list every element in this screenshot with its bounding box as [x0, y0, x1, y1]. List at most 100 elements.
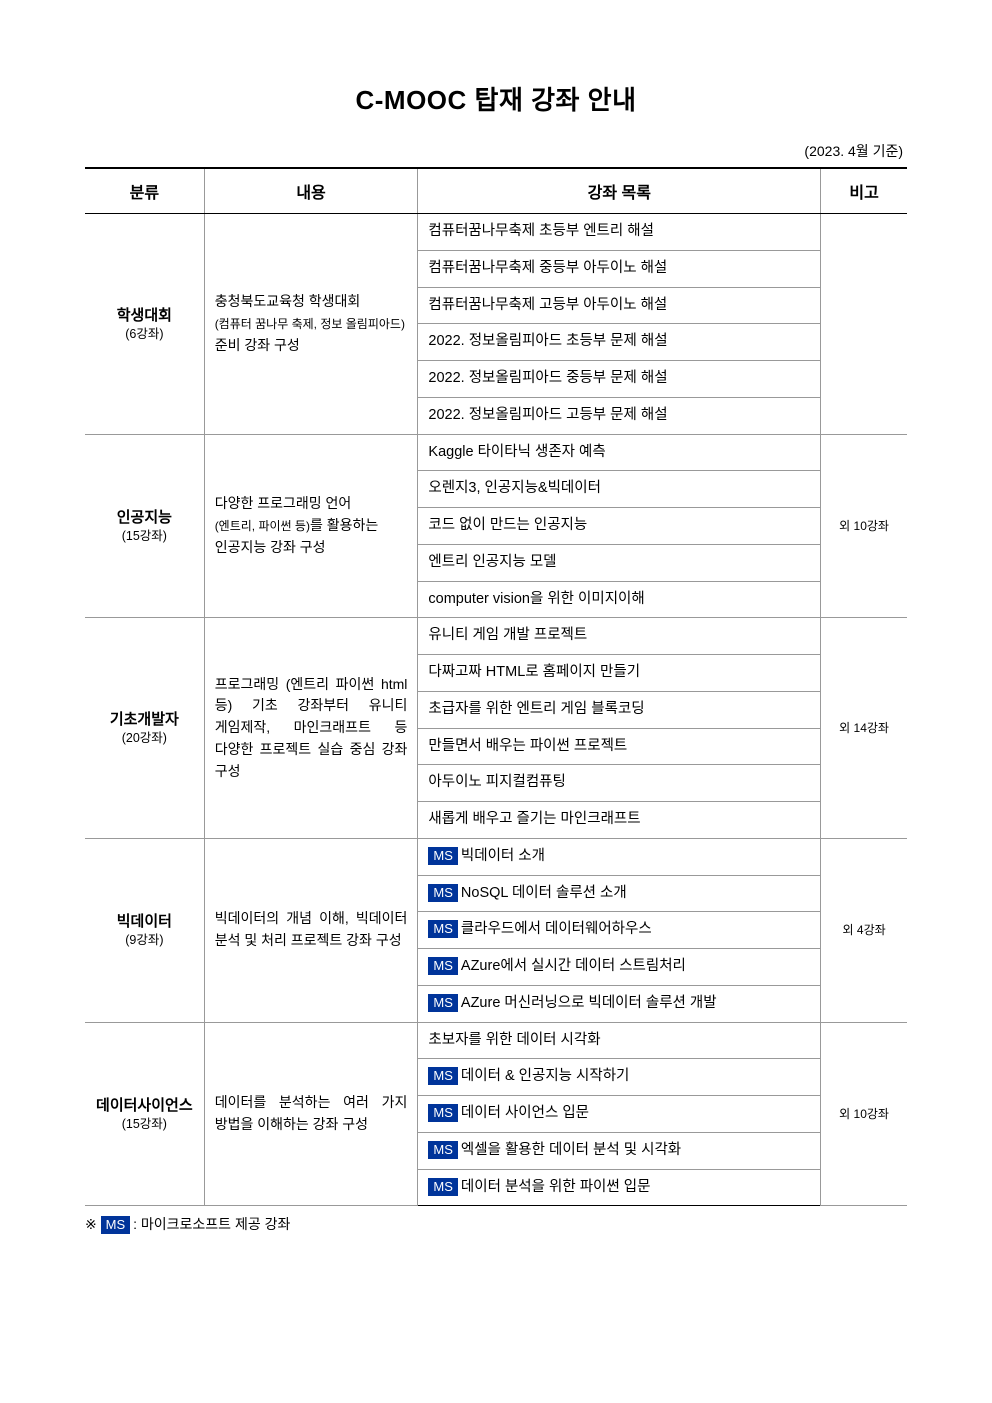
table-row: 인공지능(15강좌)다양한 프로그래밍 언어(엔트리, 파이썬 등)를 활용하는… [85, 434, 907, 471]
course-cell: MS클라우드에서 데이터웨어하우스 [418, 912, 821, 949]
course-cell: MSAZure 머신러닝으로 빅데이터 솔루션 개발 [418, 985, 821, 1022]
ms-badge-icon: MS [428, 1104, 458, 1122]
table-row: 학생대회(6강좌)충청북도교육청 학생대회(컴퓨터 꿈나무 축제, 정보 올림피… [85, 214, 907, 251]
category-count: (6강좌) [95, 326, 194, 344]
course-cell: MS데이터 & 인공지능 시작하기 [418, 1059, 821, 1096]
course-title: 컴퓨터꿈나무축제 초등부 엔트리 해설 [428, 223, 654, 239]
course-title: 빅데이터 소개 [461, 848, 545, 864]
category-name: 학생대회 [95, 305, 194, 326]
course-cell: 아두이노 피지컬컴퓨팅 [418, 765, 821, 802]
course-title: 데이터 사이언스 입문 [461, 1105, 589, 1121]
course-title: 2022. 정보올림피아드 고등부 문제 해설 [428, 407, 667, 423]
course-cell: MS데이터 분석을 위한 파이썬 입문 [418, 1169, 821, 1206]
course-cell: 초급자를 위한 엔트리 게임 블록코딩 [418, 691, 821, 728]
course-cell: 초보자를 위한 데이터 시각화 [418, 1022, 821, 1059]
note-cell: 외 4강좌 [821, 838, 907, 1022]
desc-line: 인공지능 강좌 구성 [215, 539, 326, 555]
description-cell: 충청북도교육청 학생대회 (컴퓨터 꿈나무 축제, 정보 올림피아드) 준비 강좌 … [204, 214, 418, 435]
note-cell: 외 14강좌 [821, 618, 907, 839]
desc-suffix: 를 활용하는 [310, 517, 378, 533]
course-cell: 새롭게 배우고 즐기는 마인크래프트 [418, 802, 821, 839]
course-title: 데이터 분석을 위한 파이썬 입문 [461, 1179, 651, 1195]
table-row: 기초개발자(20강좌)프로그래밍 (엔트리 파이썬 html 등) 기초 강좌부… [85, 618, 907, 655]
course-title: computer vision을 위한 이미지이해 [428, 591, 644, 607]
category-count: (15강좌) [95, 528, 194, 546]
note-cell: 외 10강좌 [821, 434, 907, 618]
category-name: 빅데이터 [95, 911, 194, 932]
col-header-courses: 강좌 목록 [418, 168, 821, 214]
course-cell: 만들면서 배우는 파이썬 프로젝트 [418, 728, 821, 765]
course-title: 컴퓨터꿈나무축제 고등부 아두이노 해설 [428, 297, 667, 313]
course-title: NoSQL 데이터 솔루션 소개 [461, 885, 627, 901]
category-cell: 데이터사이언스(15강좌) [85, 1022, 204, 1206]
table-row: 데이터사이언스(15강좌)데이터를 분석하는 여러 가지 방법을 이해하는 강좌… [85, 1022, 907, 1059]
description-cell: 프로그래밍 (엔트리 파이썬 html 등) 기초 강좌부터 유니티 게임제작,… [204, 618, 418, 839]
course-title: 아두이노 피지컬컴퓨팅 [428, 774, 565, 790]
course-title: 데이터 & 인공지능 시작하기 [461, 1068, 630, 1084]
course-title: AZure 머신러닝으로 빅데이터 솔루션 개발 [461, 995, 717, 1011]
course-title: Kaggle 타이타닉 생존자 예측 [428, 444, 605, 460]
course-cell: 2022. 정보올림피아드 중등부 문제 해설 [418, 361, 821, 398]
category-cell: 빅데이터(9강좌) [85, 838, 204, 1022]
description-cell: 빅데이터의 개념 이해, 빅데이터 분석 및 처리 프로젝트 강좌 구성 [204, 838, 418, 1022]
footnote-text: : 마이크로소프트 제공 강좌 [133, 1216, 290, 1232]
as-of-date: (2023. 4월 기준) [85, 141, 907, 161]
category-cell: 인공지능(15강좌) [85, 434, 204, 618]
ms-badge-icon: MS [428, 957, 458, 975]
course-cell: 유니티 게임 개발 프로젝트 [418, 618, 821, 655]
course-cell: MS엑셀을 활용한 데이터 분석 및 시각화 [418, 1132, 821, 1169]
course-title: AZure에서 실시간 데이터 스트림처리 [461, 958, 686, 974]
course-cell: MS빅데이터 소개 [418, 838, 821, 875]
description-cell: 데이터를 분석하는 여러 가지 방법을 이해하는 강좌 구성 [204, 1022, 418, 1206]
course-title: 초보자를 위한 데이터 시각화 [428, 1032, 600, 1048]
course-cell: 2022. 정보올림피아드 초등부 문제 해설 [418, 324, 821, 361]
category-count: (15강좌) [95, 1116, 194, 1134]
course-title: 초급자를 위한 엔트리 게임 블록코딩 [428, 701, 644, 717]
category-name: 인공지능 [95, 507, 194, 528]
ms-badge-icon: MS [101, 1216, 131, 1234]
course-cell: 컴퓨터꿈나무축제 중등부 아두이노 해설 [418, 250, 821, 287]
ms-badge-icon: MS [428, 1067, 458, 1085]
course-title: 컴퓨터꿈나무축제 중등부 아두이노 해설 [428, 260, 667, 276]
footnote: ※ MS: 마이크로소프트 제공 강좌 [85, 1214, 907, 1234]
course-title: 새롭게 배우고 즐기는 마인크래프트 [428, 811, 640, 827]
ms-badge-icon: MS [428, 994, 458, 1012]
category-name: 기초개발자 [95, 709, 194, 730]
course-title: 엑셀을 활용한 데이터 분석 및 시각화 [461, 1142, 681, 1158]
note-cell: 외 10강좌 [821, 1022, 907, 1206]
desc-sub: (엔트리, 파이썬 등) [215, 519, 310, 533]
category-name: 데이터사이언스 [95, 1095, 194, 1116]
table-row: 빅데이터(9강좌)빅데이터의 개념 이해, 빅데이터 분석 및 처리 프로젝트 … [85, 838, 907, 875]
course-cell: 오렌지3, 인공지능&빅데이터 [418, 471, 821, 508]
ms-badge-icon: MS [428, 884, 458, 902]
col-header-description: 내용 [204, 168, 418, 214]
course-cell: Kaggle 타이타닉 생존자 예측 [418, 434, 821, 471]
table-body: 학생대회(6강좌) 충청북도교육청 학생대회 (컴퓨터 꿈나무 축제, 정보 올림피… [85, 214, 907, 1206]
description-cell: 다양한 프로그래밍 언어 (엔트리, 파이썬 등)를 활용하는인공지능 강좌 구성 [204, 434, 418, 618]
course-cell: MSNoSQL 데이터 솔루션 소개 [418, 875, 821, 912]
col-header-note: 비고 [821, 168, 907, 214]
course-cell: MS데이터 사이언스 입문 [418, 1096, 821, 1133]
ms-badge-icon: MS [428, 1141, 458, 1159]
course-title: 오렌지3, 인공지능&빅데이터 [428, 480, 601, 496]
ms-badge-icon: MS [428, 1178, 458, 1196]
desc-sub: (컴퓨터 꿈나무 축제, 정보 올림피아드) [215, 317, 405, 331]
course-cell: computer vision을 위한 이미지이해 [418, 581, 821, 618]
course-title: 다짜고짜 HTML로 홈페이지 만들기 [428, 664, 640, 680]
desc-line: 준비 강좌 구성 [215, 337, 300, 353]
course-table: 분류 내용 강좌 목록 비고 학생대회(6강좌) 충청북도교육청 학생대회 (컴퓨터… [85, 167, 907, 1206]
course-cell: 컴퓨터꿈나무축제 초등부 엔트리 해설 [418, 214, 821, 251]
course-title: 코드 없이 만드는 인공지능 [428, 517, 587, 533]
note-cell [821, 214, 907, 435]
col-header-category: 분류 [85, 168, 204, 214]
course-cell: MSAZure에서 실시간 데이터 스트림처리 [418, 949, 821, 986]
category-cell: 기초개발자(20강좌) [85, 618, 204, 839]
course-title: 2022. 정보올림피아드 중등부 문제 해설 [428, 370, 667, 386]
category-count: (9강좌) [95, 932, 194, 950]
course-cell: 엔트리 인공지능 모델 [418, 544, 821, 581]
course-cell: 코드 없이 만드는 인공지능 [418, 508, 821, 545]
category-count: (20강좌) [95, 730, 194, 748]
desc-line: 충청북도교육청 학생대회 [215, 293, 361, 309]
course-cell: 다짜고짜 HTML로 홈페이지 만들기 [418, 655, 821, 692]
desc-line: 다양한 프로그래밍 언어 [215, 495, 352, 511]
